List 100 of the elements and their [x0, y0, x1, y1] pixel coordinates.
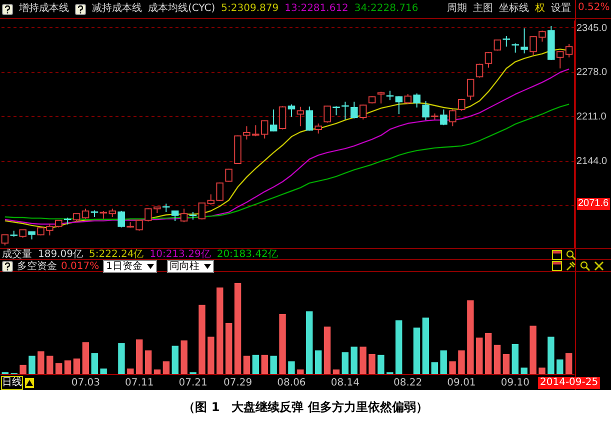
text: 2071.6: [577, 198, 610, 210]
bar: [127, 368, 134, 374]
y-tick-label: 2278.0: [576, 67, 608, 78]
bar: [180, 340, 188, 374]
text: 权: [535, 3, 545, 15]
bar: [216, 288, 224, 374]
candlestick: [413, 92, 420, 108]
bar: [422, 318, 430, 374]
candlestick: [449, 108, 456, 127]
text: （图 1 大盘继续反弹 但多方力里依然偏弱）: [182, 400, 429, 414]
bar: [350, 346, 358, 374]
line-series: [4, 104, 570, 220]
bar: [198, 304, 206, 374]
bar: [494, 344, 501, 374]
bar: [172, 346, 179, 374]
bar: [413, 328, 420, 374]
candlestick: [466, 78, 474, 101]
x-tick-label: 09.10: [500, 378, 530, 388]
bar: [82, 342, 90, 374]
candlestick: [476, 63, 484, 78]
bar: [225, 323, 232, 374]
bar: [520, 368, 528, 374]
candlestick: [171, 210, 179, 222]
bar: [324, 326, 331, 374]
bar: [136, 339, 143, 374]
candlestick: [270, 108, 278, 132]
bar: [484, 333, 492, 374]
annotation: 成交量: [2, 249, 32, 260]
candlestick: [422, 100, 430, 121]
bar: [395, 320, 402, 374]
candlestick: [278, 106, 286, 130]
y-tick-label: 2211.0: [576, 112, 607, 123]
annotation: 20:183.42亿: [216, 249, 278, 261]
candlestick: [314, 123, 322, 134]
bar: [144, 350, 152, 374]
text: 0.52%: [578, 2, 610, 14]
candlestick: [288, 104, 296, 118]
text: 5:2309.879: [221, 3, 279, 15]
bar: [530, 326, 536, 374]
bar: [556, 359, 564, 374]
bar: [297, 369, 304, 374]
x-tick-label: 07.29: [223, 378, 252, 388]
bar: [548, 336, 554, 374]
bar: [332, 369, 340, 374]
text: 设置: [551, 3, 571, 15]
bar: [55, 363, 62, 374]
bar: [288, 361, 295, 374]
bar: [378, 354, 384, 374]
text: 同向柱: [170, 260, 200, 272]
text: 周期: [447, 3, 467, 15]
candlestick: [82, 208, 90, 220]
candlestick: [520, 28, 528, 54]
bar: [73, 358, 80, 374]
bar: [467, 300, 474, 374]
bar: [449, 361, 456, 374]
x-tick-label: 07.21: [178, 378, 208, 388]
bar: [342, 352, 349, 374]
y-tick-label: 2144.0: [576, 156, 608, 168]
text: 主图: [473, 3, 493, 15]
candlestick: [484, 52, 492, 68]
bar: [162, 361, 170, 374]
x-tick-label: 07.03: [71, 378, 100, 388]
x-tick-label: 08.06: [277, 378, 306, 388]
bar: [512, 344, 519, 374]
annotation: 10:213.29亿: [150, 249, 211, 260]
bar: [566, 353, 572, 374]
bar: [261, 354, 268, 374]
candlestick: [296, 106, 304, 127]
candlestick: [395, 96, 403, 115]
bar: [431, 362, 438, 374]
bar: [46, 356, 54, 374]
text: 成本均线(CYC): [148, 3, 216, 15]
bar: [360, 346, 366, 374]
candlestick: [440, 108, 448, 126]
text: 增持成本线: [19, 3, 69, 15]
text: 13:2281.612: [284, 3, 348, 15]
candlestick: [180, 208, 188, 223]
x-tick-label: 07.11: [125, 378, 154, 388]
bar: [538, 368, 546, 374]
bar: [314, 350, 322, 374]
text: 减持成本线: [92, 3, 142, 15]
candlestick: [306, 106, 314, 132]
bar: [502, 354, 510, 374]
bar: [458, 350, 465, 374]
bar: [234, 283, 242, 374]
candlestick: [350, 101, 358, 119]
bar: [279, 314, 286, 374]
candlestick: [359, 104, 367, 120]
bar: [154, 369, 161, 374]
text: 日线: [1, 376, 23, 390]
candlestick: [404, 94, 412, 105]
x-tick-label: 08.22: [393, 378, 422, 388]
bar: [118, 343, 125, 374]
x-tick-label: 09.01: [447, 378, 476, 388]
candlestick: [198, 202, 206, 220]
bar: [476, 338, 483, 374]
bar: [208, 336, 214, 374]
bar: [91, 353, 98, 374]
candlestick: [118, 210, 125, 228]
bar: [252, 354, 260, 374]
